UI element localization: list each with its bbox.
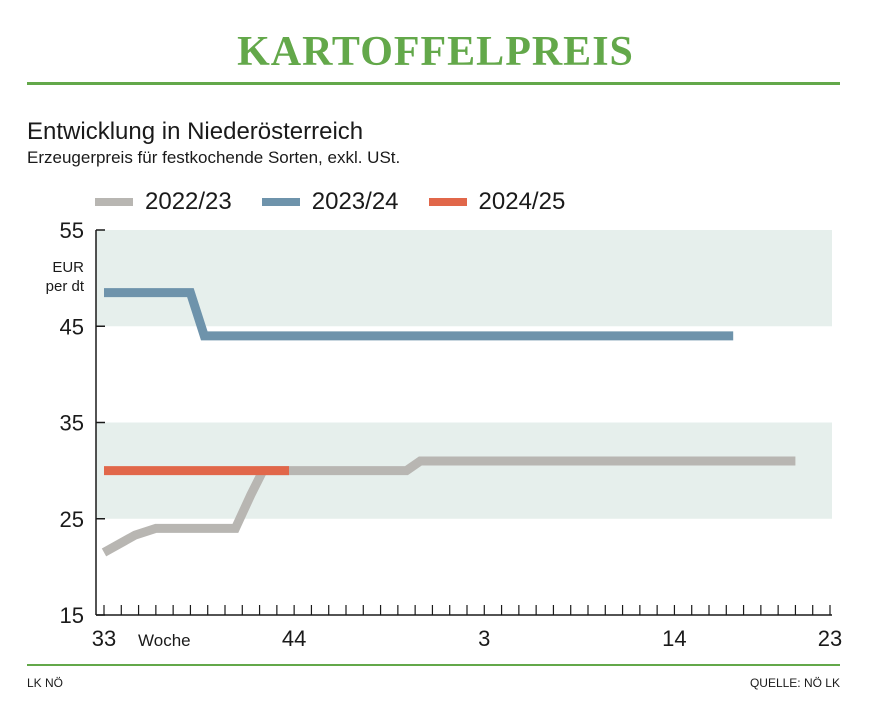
y-unit-label-line2: per dt: [46, 278, 85, 295]
x-tick-label-44: 44: [282, 626, 306, 651]
legend-swatch-2022-23: [95, 198, 133, 206]
y-tick-label-35: 35: [60, 411, 84, 436]
y-tick-label-15: 15: [60, 603, 84, 628]
y-tick-label-25: 25: [60, 507, 84, 532]
y-tick-label-45: 45: [60, 314, 84, 339]
chart-subtitle: Entwicklung in Niederösterreich: [27, 118, 364, 145]
legend-label-2023-24: 2023/24: [311, 188, 399, 215]
legend-label-2022-23: 2022/23: [145, 188, 232, 215]
x-tick-label-3: 3: [478, 626, 490, 651]
legend-item-2023-24: 2023/24: [261, 188, 399, 216]
title-rule: [27, 82, 840, 85]
series-line-2022-23: [101, 456, 796, 557]
footer-source-right: QUELLE: NÖ LK: [749, 676, 840, 690]
series-line-2023-24: [104, 288, 734, 341]
x-axis-label: Woche: [138, 631, 191, 650]
legend-label-2024-25: 2024/25: [478, 188, 566, 215]
page-title: KARTOFFELPREIS: [237, 29, 634, 75]
y-unit-label-line1: EUR: [52, 259, 84, 276]
x-tick-label-23: 23: [818, 626, 842, 651]
footer-rule: [27, 664, 840, 666]
chart-legend: 2022/23 2023/24 2024/25: [95, 188, 595, 216]
legend-item-2024-25: 2024/25: [428, 188, 566, 216]
legend-swatch-2023-24: [261, 198, 300, 206]
legend-item-2022-23: 2022/23: [95, 188, 232, 216]
footer-source-left: LK NÖ: [27, 676, 64, 690]
shaded-band-0: [96, 230, 832, 327]
x-tick-label-14: 14: [662, 626, 686, 651]
x-tick-label-33: 33: [92, 626, 116, 651]
legend-swatch-2024-25: [428, 198, 467, 206]
chart-description: Erzeugerpreis für festkochende Sorten, e…: [27, 148, 401, 167]
y-tick-label-55: 55: [60, 218, 84, 243]
